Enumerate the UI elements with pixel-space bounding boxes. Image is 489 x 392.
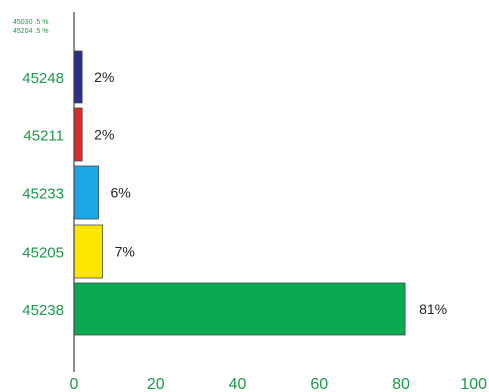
bar-45238 [73,282,406,336]
value-labels-group: 2% 2% 6% 7% 81% [94,69,447,317]
x-tick-label-80: 80 [392,376,410,392]
category-label-45233: 45233 [22,186,64,203]
bar-45211 [73,107,83,162]
x-tick-label-0: 0 [70,376,79,392]
category-label-45248: 45248 [22,70,64,87]
x-tick-labels-group: 0 20 40 60 80 100 [70,376,488,392]
small-label-1: 45204 .5 % [13,28,48,35]
bars-group [73,50,406,336]
category-label-45205: 45205 [22,245,64,262]
x-tick-label-20: 20 [147,376,165,392]
small-label-0: 45030 .5 % [13,19,48,26]
value-label-45211: 2% [94,127,114,143]
x-tick-label-100: 100 [460,376,487,392]
value-label-45238: 81% [419,301,447,317]
x-tick-label-60: 60 [310,376,328,392]
small-labels-group: 45030 .5 % 45204 .5 % [13,19,48,35]
category-label-45238: 45238 [22,302,64,319]
value-label-45248: 2% [94,69,114,85]
x-tick-label-40: 40 [229,376,247,392]
value-label-45205: 7% [115,244,135,260]
bar-45233 [73,165,99,220]
category-label-45211: 45211 [23,128,64,145]
value-label-45233: 6% [111,185,131,201]
bar-45248 [73,50,83,104]
bar-45205 [73,224,104,279]
category-labels-group: 45248 45211 45233 45205 45238 [22,70,64,319]
